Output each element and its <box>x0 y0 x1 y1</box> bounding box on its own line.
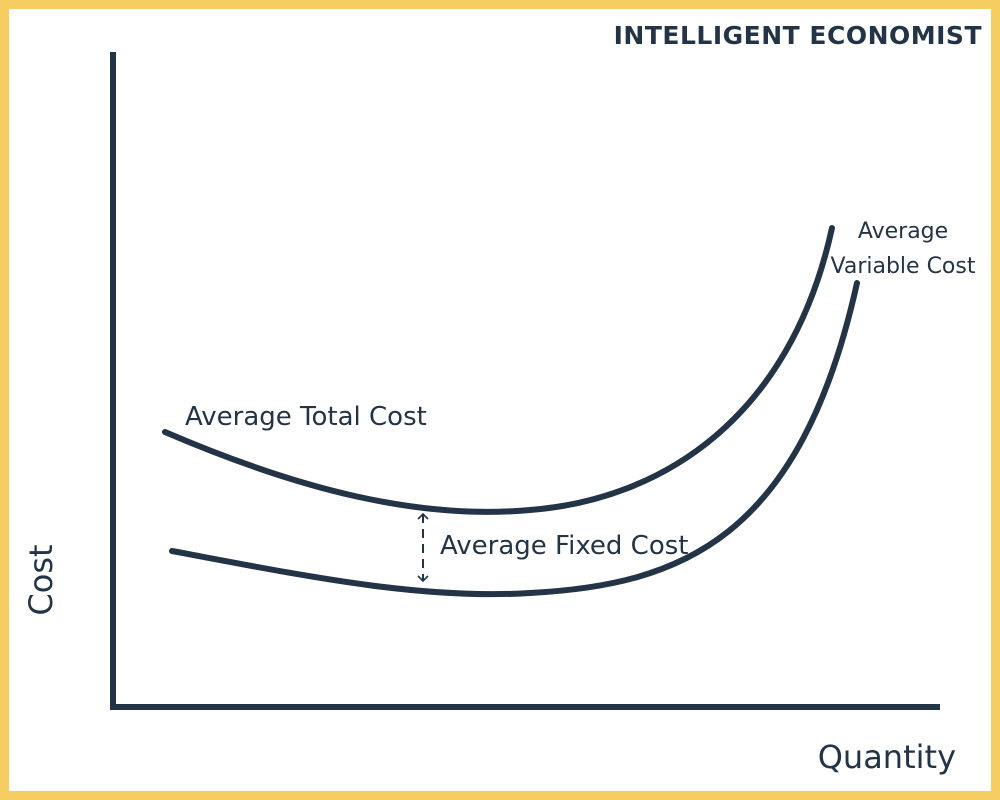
brand-logo-text: INTELLIGENT ECONOMIST <box>614 21 982 50</box>
y-axis-label: Cost <box>22 544 60 615</box>
average-fixed-cost-label: Average Fixed Cost <box>440 531 688 561</box>
x-axis-label: Quantity <box>818 738 956 776</box>
average-variable-cost-label-line2: Variable Cost <box>831 254 976 279</box>
average-total-cost-curve <box>162 225 835 515</box>
average-total-cost-label: Average Total Cost <box>185 402 427 432</box>
average-variable-cost-curve <box>169 280 860 598</box>
average-variable-cost-label-line1: Average <box>858 219 948 244</box>
